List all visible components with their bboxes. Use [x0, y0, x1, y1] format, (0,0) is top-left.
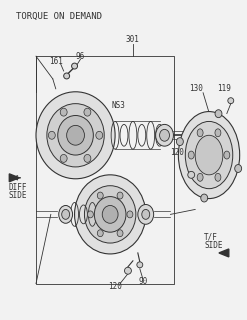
- Ellipse shape: [36, 92, 115, 179]
- Ellipse shape: [176, 138, 183, 146]
- Ellipse shape: [197, 173, 203, 181]
- Ellipse shape: [67, 125, 84, 145]
- Ellipse shape: [215, 110, 222, 118]
- Text: 161: 161: [49, 57, 63, 66]
- Ellipse shape: [138, 204, 154, 224]
- Ellipse shape: [84, 186, 136, 243]
- Ellipse shape: [84, 155, 91, 162]
- Ellipse shape: [117, 230, 123, 237]
- Ellipse shape: [102, 205, 118, 223]
- Text: 130: 130: [189, 84, 203, 93]
- Text: 120: 120: [108, 282, 122, 291]
- Ellipse shape: [124, 267, 131, 274]
- Text: NS3: NS3: [111, 101, 125, 110]
- Ellipse shape: [197, 129, 203, 137]
- Polygon shape: [219, 249, 229, 257]
- Text: SIDE: SIDE: [204, 241, 223, 250]
- Ellipse shape: [215, 129, 221, 137]
- Ellipse shape: [142, 209, 150, 219]
- Ellipse shape: [94, 196, 126, 232]
- Ellipse shape: [47, 104, 104, 167]
- Ellipse shape: [62, 209, 70, 219]
- Ellipse shape: [96, 131, 103, 139]
- Ellipse shape: [156, 124, 173, 146]
- Ellipse shape: [84, 108, 91, 116]
- Ellipse shape: [201, 194, 208, 202]
- Ellipse shape: [160, 129, 169, 141]
- Text: 96: 96: [76, 52, 85, 61]
- Text: T/F: T/F: [204, 233, 218, 242]
- Ellipse shape: [215, 173, 221, 181]
- Ellipse shape: [127, 211, 133, 218]
- Ellipse shape: [235, 164, 242, 172]
- Ellipse shape: [97, 192, 103, 199]
- Ellipse shape: [58, 116, 93, 155]
- Ellipse shape: [185, 121, 233, 189]
- Ellipse shape: [188, 151, 194, 159]
- Ellipse shape: [87, 211, 93, 218]
- Text: 120: 120: [170, 148, 184, 156]
- Ellipse shape: [72, 63, 78, 69]
- Text: 301: 301: [126, 35, 140, 44]
- Text: 119: 119: [217, 84, 231, 93]
- Ellipse shape: [60, 108, 67, 116]
- Ellipse shape: [60, 155, 67, 162]
- Ellipse shape: [188, 172, 195, 178]
- Ellipse shape: [137, 262, 143, 268]
- Ellipse shape: [59, 205, 73, 223]
- Text: DIFF: DIFF: [8, 183, 27, 192]
- Ellipse shape: [117, 192, 123, 199]
- Ellipse shape: [195, 135, 223, 175]
- Polygon shape: [9, 174, 19, 182]
- Ellipse shape: [75, 175, 146, 254]
- Ellipse shape: [228, 98, 234, 104]
- Text: 90: 90: [190, 141, 200, 150]
- Text: TORQUE ON DEMAND: TORQUE ON DEMAND: [16, 12, 102, 21]
- Ellipse shape: [224, 151, 230, 159]
- Ellipse shape: [64, 73, 70, 79]
- Ellipse shape: [97, 230, 103, 237]
- Ellipse shape: [178, 112, 240, 199]
- Text: 90: 90: [138, 277, 147, 286]
- Ellipse shape: [48, 131, 55, 139]
- Text: SIDE: SIDE: [8, 191, 27, 200]
